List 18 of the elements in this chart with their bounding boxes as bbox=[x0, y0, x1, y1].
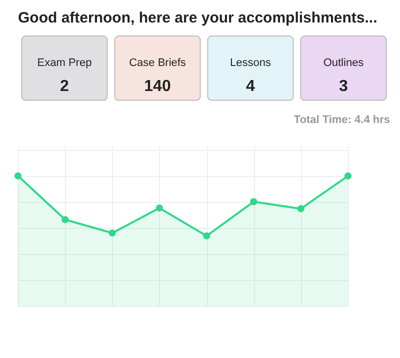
point bbox=[108, 229, 116, 237]
point bbox=[297, 205, 304, 212]
data-label: 140 bbox=[144, 78, 171, 95]
category-label: Outlines bbox=[323, 57, 364, 69]
data-label: 3 bbox=[339, 78, 348, 95]
category-label: Exam Prep bbox=[37, 57, 92, 69]
point bbox=[156, 204, 163, 212]
data-label: 4 bbox=[246, 78, 256, 95]
point bbox=[344, 172, 352, 180]
point bbox=[14, 172, 22, 180]
point bbox=[250, 198, 258, 206]
point bbox=[62, 216, 69, 224]
category-label: Lessons bbox=[230, 57, 272, 69]
point bbox=[203, 232, 210, 240]
category-label: Case Briefs bbox=[129, 57, 186, 69]
data-label: 2 bbox=[60, 78, 70, 95]
text: Total Time: 4.4 hrs bbox=[294, 114, 390, 126]
text: Good afternoon, here are your accomplishments... bbox=[18, 10, 378, 26]
